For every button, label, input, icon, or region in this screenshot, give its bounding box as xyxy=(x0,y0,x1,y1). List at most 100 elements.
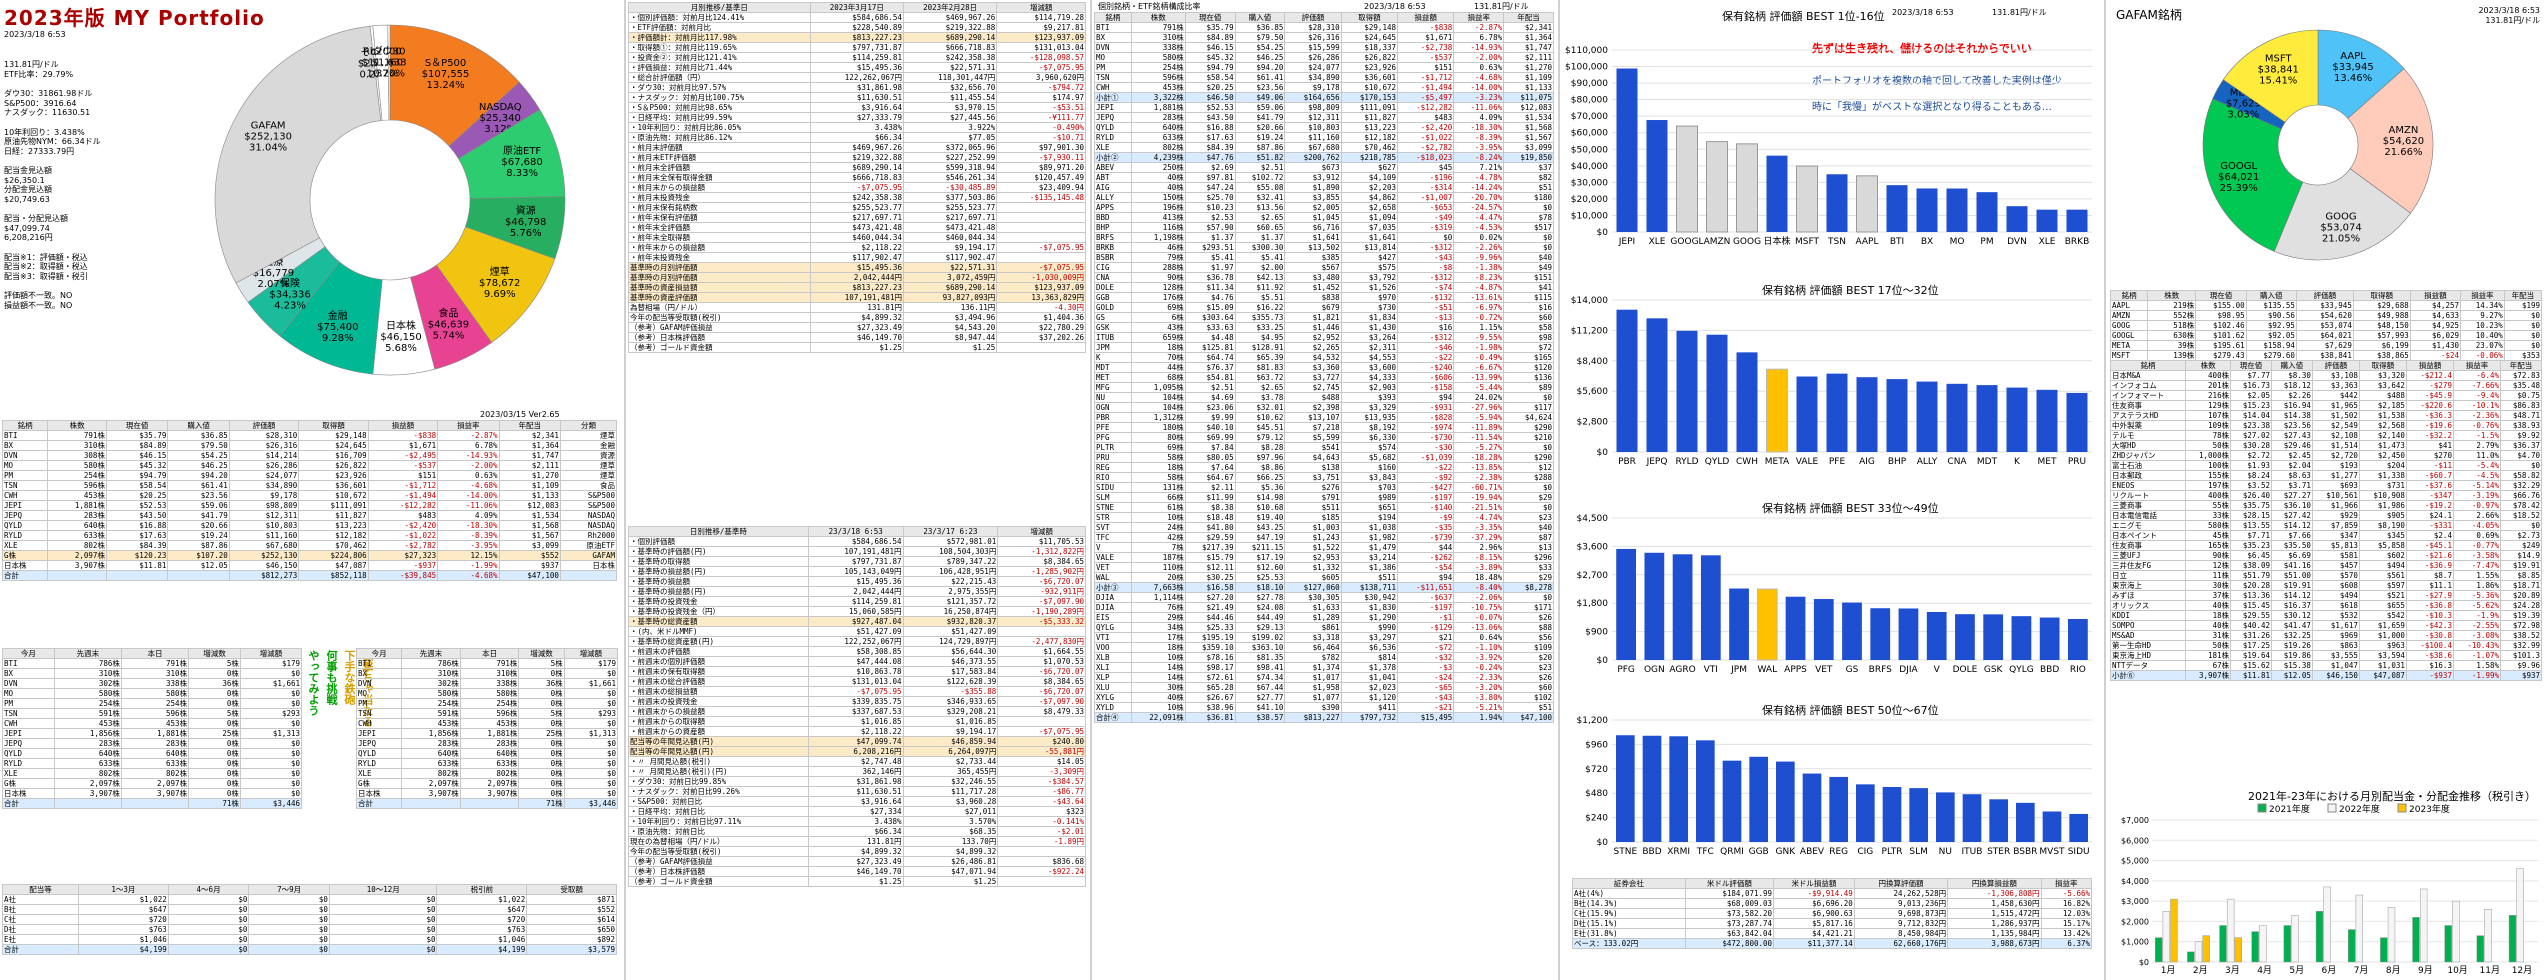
bar xyxy=(1796,165,1818,233)
column-header: 2023年2月28日 xyxy=(902,2,998,13)
x-tick-label: PFG xyxy=(1617,665,1635,675)
table-cell: -5.4% xyxy=(2452,460,2502,471)
donut-label: 1.37% xyxy=(366,69,398,80)
column-header: 米ドル損益額 xyxy=(1773,878,1855,889)
table-header-row: 銘柄 株数 現在値 購入値 評価額 取得額 損益額 損益率 年配当 xyxy=(2109,360,2542,371)
table-cell: MET xyxy=(1094,372,1132,383)
table-cell: BHP xyxy=(1094,222,1132,233)
column-header: 購入値 xyxy=(167,420,230,431)
slogan-3: 下手な鉄砲 xyxy=(343,650,356,705)
table-cell: $78.42 xyxy=(2500,500,2542,511)
y-tick-label: $100,000 xyxy=(1565,63,1608,73)
table-header-row: 月別推移/基準日 2023年3月17日 2023年2月28日 増減額 xyxy=(628,2,1086,13)
table-cell: $1.25 xyxy=(902,342,998,353)
stocks-table: 銘柄 株数 現在値 購入値 評価額 取得額 損益額 損益率 年配当 BTI 791株 $35.79 $3… xyxy=(1094,12,1554,723)
table-cell xyxy=(996,202,1086,213)
x-tick-label: PFE xyxy=(1829,457,1846,467)
table-cell: -$86.77 xyxy=(997,786,1086,797)
column-header: 円換算評価額 xyxy=(1853,878,1949,889)
table-cell: $13,223 xyxy=(1340,122,1399,133)
table-cell: JEPQ xyxy=(355,738,403,749)
table-row: KDDI 18株 $29.55 $30.12 $532 $542 -$10.3 -1.9% $1… xyxy=(2109,610,2542,621)
table-cell: 3.570% xyxy=(902,816,999,827)
table-cell: 133.70円 xyxy=(902,836,999,847)
table-row: XLE 802株 802株 0株 $0 xyxy=(2,768,303,779)
table-cell: みずほ xyxy=(2109,590,2187,601)
table-cell: -$46 xyxy=(1396,342,1455,353)
table-cell: 10.23% xyxy=(2460,320,2505,331)
table-cell: $81.83 xyxy=(1234,362,1286,373)
bar xyxy=(2170,898,2178,963)
table-cell: $30,942 xyxy=(1340,592,1399,603)
bar xyxy=(2323,886,2331,963)
chart-3-title: 保有銘柄 評価額 BEST 33位〜49位 xyxy=(1762,502,1939,515)
table-row: ・前週末からの資産額 $2,118.22 $9,194.17 -$7,075.95 xyxy=(628,726,1086,737)
table-cell: 283株 xyxy=(1130,112,1186,123)
table-row: 住友商事 129株 $15.23 $16.94 $1,965 $2,185 -$220.6-… xyxy=(2109,400,2542,411)
table-row: みずほ 37株 $13.36 $14.12 $494 $521 -$27.9 -5.36% $2… xyxy=(2109,590,2542,601)
table-cell: $0 xyxy=(563,758,619,769)
table-cell: $666,718.83 xyxy=(809,172,904,183)
panel-gafam: GAFAM銘柄 2023/3/18 6:53 131.81円/ドル AAPL $3… xyxy=(2108,0,2544,980)
table-cell: $120.23 xyxy=(105,550,169,561)
table-cell: -$1,494 xyxy=(1396,82,1455,93)
table-cell: 122,262,067円 xyxy=(809,72,904,83)
version-stamp: 2023/03/15 Ver2.65 xyxy=(480,410,560,419)
bar xyxy=(1644,552,1665,660)
table-cell: OGN xyxy=(1094,402,1132,413)
column-header: 現在値 xyxy=(1184,12,1236,23)
table-cell: （参考）日本株評価額 xyxy=(628,332,811,343)
table-cell: $11.99 xyxy=(1184,492,1236,503)
table-cell: 3,907株 xyxy=(2185,670,2232,681)
table-cell: $114,259.81 xyxy=(807,596,904,607)
table-cell: 116株 xyxy=(1130,222,1186,233)
table-cell: -$7,075.95 xyxy=(809,182,904,193)
table-row: ・原油先物：対前日比 $66.34 $68.35 -$2.01 xyxy=(628,826,1086,837)
table-row: TSN 596株 $58.54 $61.41 $34,890 $36,601 -$1,712… xyxy=(1094,72,1554,83)
table-cell: $763 xyxy=(436,924,528,935)
table-cell: $151 xyxy=(367,470,439,481)
table-cell: $36.78 xyxy=(1184,272,1236,283)
table-cell: $1,479 xyxy=(1340,542,1399,553)
table-cell: -4.47% xyxy=(1453,212,1505,223)
table-row: SLM 66株 $11.99 $14.98 $791 $989 -$197 -19.94% $2… xyxy=(1094,492,1554,503)
table-cell: 1,114株 xyxy=(1130,592,1186,603)
table-cell xyxy=(996,342,1086,353)
y-tick-label: $80,000 xyxy=(1571,96,1608,106)
x-tick-label: SLM xyxy=(1909,847,1928,857)
table-cell: ・原油先物：対前日比 xyxy=(628,826,809,837)
table-row: RYLD 633株 633株 0株 $0 xyxy=(2,758,303,769)
table-cell: $602 xyxy=(2358,550,2407,561)
table-row: JEPI 1,856株 1,881株 25株 $1,313 xyxy=(355,728,619,739)
table-cell: （参考）GAFAM評価損益 xyxy=(628,856,809,867)
y-tick-label: $3,000 xyxy=(2121,897,2149,906)
table-cell xyxy=(997,626,1086,637)
table-cell: $20 xyxy=(1503,652,1554,663)
table-cell: JEPQ xyxy=(1,510,49,521)
table-cell: -11.06% xyxy=(1453,102,1505,113)
table-cell: $3,264 xyxy=(1340,332,1399,343)
table-cell: 14.34% xyxy=(2460,300,2505,311)
table-cell: $16.88 xyxy=(105,520,169,531)
table-cell: 596株 xyxy=(120,708,190,719)
table-cell: $521 xyxy=(2358,590,2407,601)
table-cell: $693 xyxy=(2311,480,2360,491)
table-cell: $1,671 xyxy=(367,440,439,451)
y-tick-label: $720 xyxy=(1585,765,1608,775)
x-tick-label: 4月 xyxy=(2257,965,2272,976)
table-cell: $23 xyxy=(1503,512,1554,523)
table-cell: 18株 xyxy=(1130,342,1186,353)
table-cell: $33,945 xyxy=(2295,300,2354,311)
table-cell: $5,817.16 xyxy=(1773,918,1855,929)
table-cell: $5.36 xyxy=(1234,482,1286,493)
table-cell: -0.07% xyxy=(1453,612,1505,623)
table-cell: VTI xyxy=(1094,632,1132,643)
table-row: 小計③ 7,663株 $16.58 $18.10 $127,060 $138,711 -$1… xyxy=(1094,582,1554,593)
table-cell: CWH xyxy=(1,490,49,501)
table-cell: 150株 xyxy=(1130,192,1186,203)
table-cell: 原油ETF xyxy=(559,540,618,551)
table-cell: ・個別評価額：対前月比124.41% xyxy=(628,12,811,23)
gafam-label: AMZN xyxy=(2389,125,2419,136)
table-cell: $30.25 xyxy=(1184,572,1236,583)
table-cell: $442 xyxy=(2311,390,2360,401)
